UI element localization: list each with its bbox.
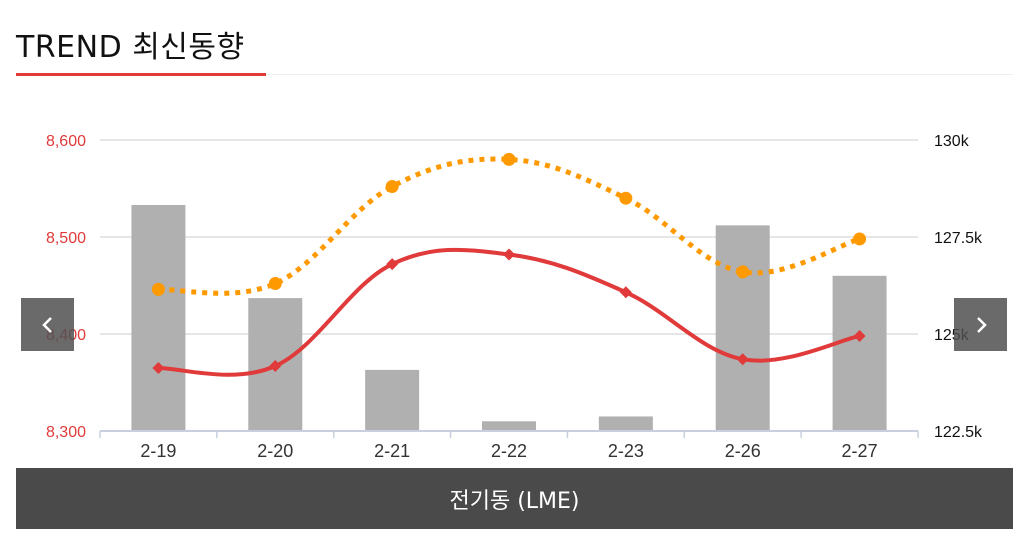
- bar: [715, 225, 770, 431]
- solid-series-point: [619, 286, 632, 299]
- bar: [482, 421, 536, 431]
- y-right-tick-label: 122.5k: [934, 424, 983, 441]
- x-tick-label: 2-23: [608, 441, 644, 461]
- header-accent-underline: [16, 73, 266, 76]
- header-divider: [16, 74, 1013, 75]
- solid-series-point: [386, 258, 399, 271]
- dotted-series-point: [268, 277, 282, 291]
- dotted-series-point: [853, 232, 867, 246]
- x-tick-label: 2-22: [491, 441, 527, 461]
- bar: [365, 369, 420, 431]
- section-header: TREND 최신동향: [0, 0, 1013, 76]
- chart-caption: 전기동 (LME): [449, 488, 580, 514]
- bar: [131, 204, 186, 431]
- line-series: [151, 152, 867, 377]
- x-tick-label: 2-19: [140, 441, 176, 461]
- x-tick-label: 2-26: [725, 441, 761, 461]
- solid-series-point: [736, 353, 749, 366]
- y-left-tick-label: 8,500: [46, 230, 86, 247]
- dotted-series-point: [151, 282, 165, 296]
- solid-series-point: [269, 360, 282, 373]
- chart-caption-bar: 전기동 (LME): [16, 468, 1013, 529]
- x-tick-label: 2-20: [257, 441, 293, 461]
- section-title: TREND 최신동향: [16, 30, 245, 65]
- dotted-series-point: [502, 152, 516, 166]
- solid-series-point: [152, 361, 165, 374]
- x-axis: [99, 430, 919, 438]
- chevron-left-icon: [41, 316, 52, 333]
- dotted-series-point: [736, 265, 750, 279]
- x-tick-label: 2-27: [842, 441, 878, 461]
- solid-series-point: [853, 329, 866, 342]
- dotted-series-point: [385, 180, 399, 194]
- next-button[interactable]: [954, 298, 1007, 351]
- prev-button[interactable]: [21, 298, 74, 351]
- bar-series: [131, 204, 887, 431]
- bar: [832, 275, 887, 431]
- y-right-tick-label: 127.5k: [934, 230, 983, 247]
- y-right-tick-label: 130k: [934, 133, 970, 150]
- grid-lines: [100, 139, 918, 432]
- solid-series-point: [503, 248, 515, 261]
- bar: [598, 416, 653, 431]
- y-left-tick-label: 8,300: [46, 424, 86, 441]
- chevron-right-icon: [976, 316, 987, 333]
- x-tick-label: 2-21: [374, 441, 410, 461]
- dotted-series-point: [619, 191, 633, 205]
- y-left-tick-label: 8,600: [46, 133, 86, 150]
